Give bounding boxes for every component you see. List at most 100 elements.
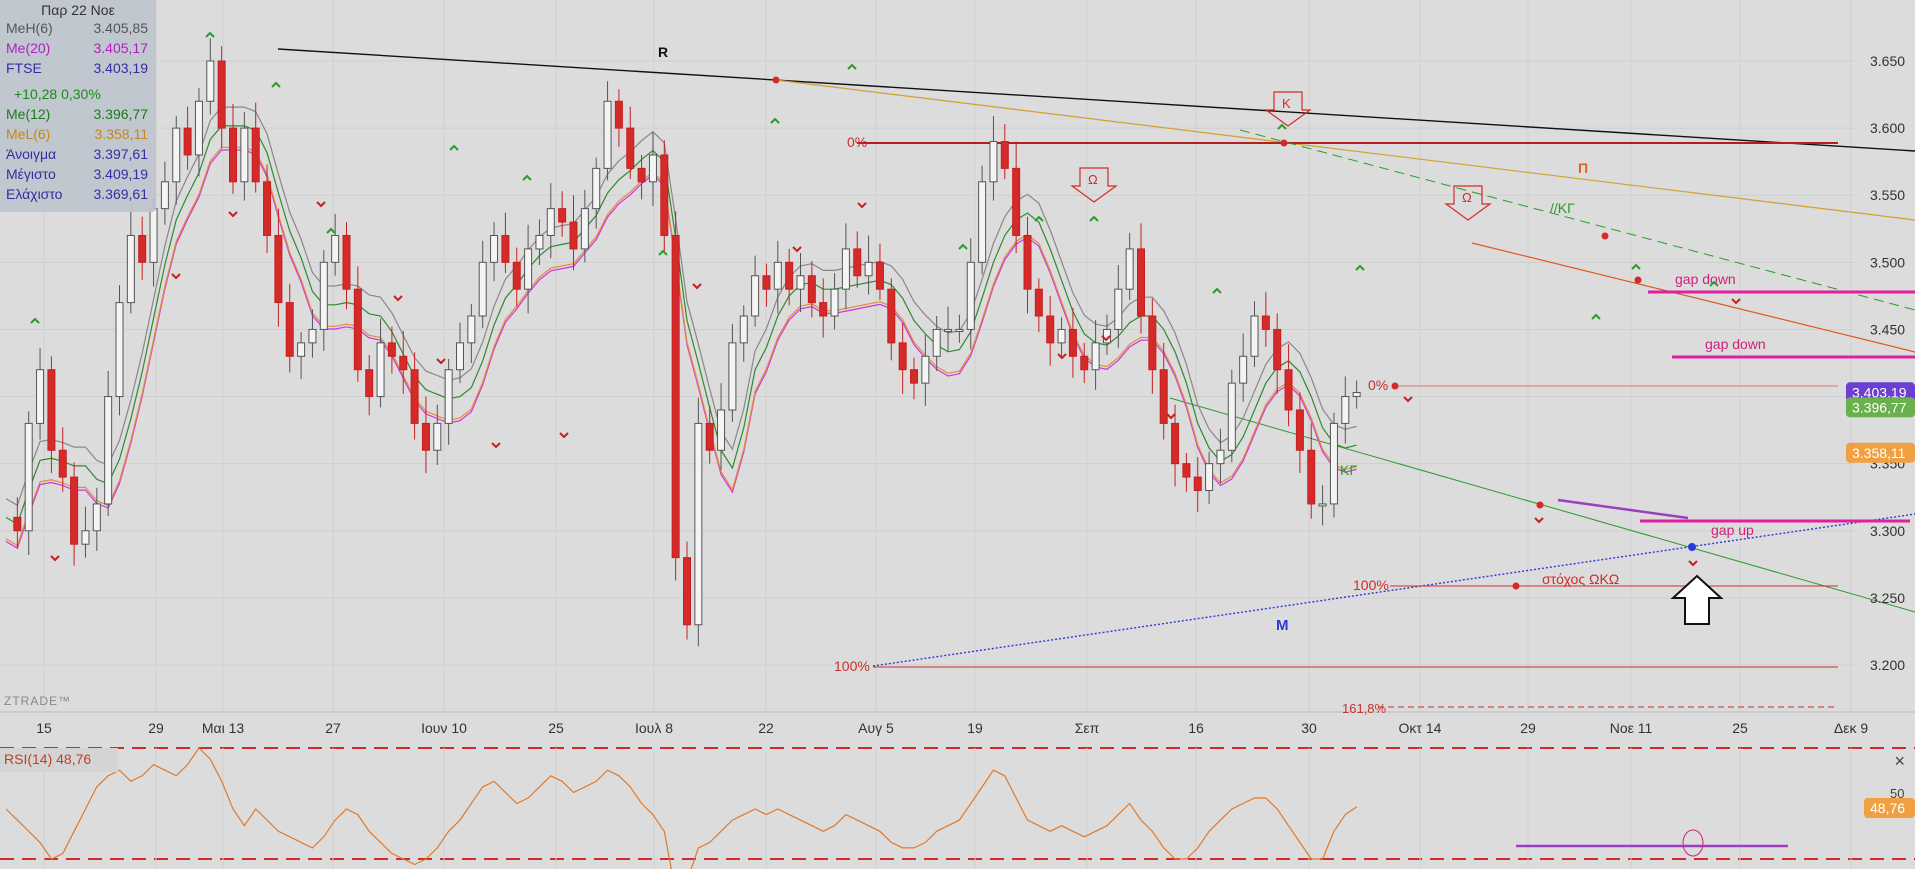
label-fib-100-2: 100% (1353, 577, 1389, 593)
candle-body (319, 261, 328, 330)
candle-body (1148, 315, 1157, 371)
candle-body (1023, 234, 1032, 290)
label-fib-0: 0% (847, 134, 867, 150)
candle-body (1068, 328, 1077, 357)
x-tick-label: Ιουν 10 (421, 720, 467, 736)
candle-body (149, 208, 158, 263)
candle-body (194, 100, 203, 156)
candle-body (24, 422, 33, 532)
candle-body (819, 302, 828, 317)
candle-body (853, 248, 862, 277)
candle-body (637, 167, 646, 183)
candle-body (660, 154, 669, 236)
candle-body (421, 422, 430, 451)
candle-body (274, 234, 283, 304)
candle-body (433, 422, 442, 451)
info-label: Me(12) (6, 106, 51, 122)
signal-up-mark (449, 144, 459, 151)
label-fib-100: 100% (834, 658, 870, 674)
signal-down-mark (171, 273, 181, 280)
candle-body (955, 328, 964, 332)
x-tick-label: 19 (967, 720, 983, 736)
price-label-bg (1846, 382, 1915, 403)
candle-body (626, 127, 635, 169)
info-value: 3.397,61 (93, 146, 149, 162)
label-Pi: Π (1578, 160, 1588, 176)
info-label: MeH(6) (6, 20, 53, 36)
y-tick-label: 3.250 (1870, 590, 1905, 606)
signal-down-mark (436, 358, 446, 365)
candle-body (1057, 328, 1066, 344)
trend-lines (277, 48, 1915, 708)
candle-body (467, 315, 476, 344)
y-tick-label: 3.450 (1870, 321, 1905, 337)
y-tick-label: 3.600 (1870, 120, 1905, 136)
candle-body (671, 234, 680, 559)
signal-down-mark (1101, 335, 1111, 342)
candle-body (978, 181, 987, 263)
candle-body (183, 127, 192, 156)
candle-body (217, 60, 226, 129)
candle-body (308, 328, 317, 344)
candle-body (592, 167, 601, 210)
candle-body (683, 557, 691, 626)
candle-body (1341, 396, 1350, 424)
candle-body (1182, 463, 1191, 478)
candle-body (1012, 167, 1021, 236)
signal-up-mark (1355, 264, 1365, 271)
candle-body (206, 60, 215, 102)
candle-body (36, 369, 45, 424)
candle-body (365, 369, 374, 398)
signal-down-mark (559, 432, 569, 439)
label-fib-161: 161,8% (1342, 701, 1387, 716)
close-rsi-icon[interactable]: × (1894, 751, 1905, 771)
candle-body (399, 355, 408, 371)
pivot-dot (1601, 232, 1609, 240)
x-tick-label: Ιουλ 8 (635, 720, 673, 736)
candle-body (353, 288, 362, 371)
candle-body (558, 208, 567, 223)
signal-up-mark (326, 227, 336, 234)
info-change: +10,28 0,30% (14, 86, 101, 102)
candle-body (13, 516, 22, 532)
candle-body (444, 369, 453, 424)
x-tick-label: 29 (1520, 720, 1536, 736)
label-omega: Ω (1462, 190, 1472, 205)
pivot-dot (772, 76, 780, 84)
divergence-line (1557, 498, 1689, 520)
candle-body (1000, 141, 1009, 169)
info-row-low: Ελάχιστο 3.369,61 (6, 186, 148, 206)
candle-body (921, 355, 930, 384)
candle-body (648, 154, 657, 183)
candle-body (1205, 463, 1214, 492)
info-label: Μέγιστο (6, 166, 56, 182)
info-value: 3.405,85 (93, 20, 149, 36)
signal-up-mark (30, 317, 40, 324)
y-tick-label: 3.300 (1870, 523, 1905, 539)
candle-body (376, 342, 385, 398)
candle-body (342, 234, 351, 290)
signal-down-mark (228, 211, 238, 218)
signal-down-mark (1403, 396, 1413, 403)
rsi-value-label-bg (1864, 798, 1915, 818)
rsi-divergence-circle (1682, 829, 1704, 857)
candle-body (285, 302, 294, 357)
x-tick-label: 29 (148, 720, 164, 736)
x-tick-label: Σεπ (1075, 720, 1100, 736)
candle-body (297, 342, 306, 357)
signal-down-mark (692, 283, 702, 290)
label-gap-down-1: gap down (1675, 271, 1736, 287)
candle-body (751, 275, 760, 317)
price-label: 3.358,11 (1852, 445, 1906, 461)
info-label: Άνοιγμα (6, 146, 57, 162)
x-tick-label: 27 (325, 720, 341, 736)
price-label: 3.396,77 (1852, 399, 1907, 415)
ma-line (5, 106, 1357, 507)
rsi-value-label: 48,76 (1870, 800, 1905, 816)
y-tick-label: 3.550 (1870, 187, 1905, 203)
info-date: Παρ 22 Νοε (41, 2, 115, 18)
price-label-bg (1846, 442, 1915, 463)
candle-body (569, 221, 578, 250)
